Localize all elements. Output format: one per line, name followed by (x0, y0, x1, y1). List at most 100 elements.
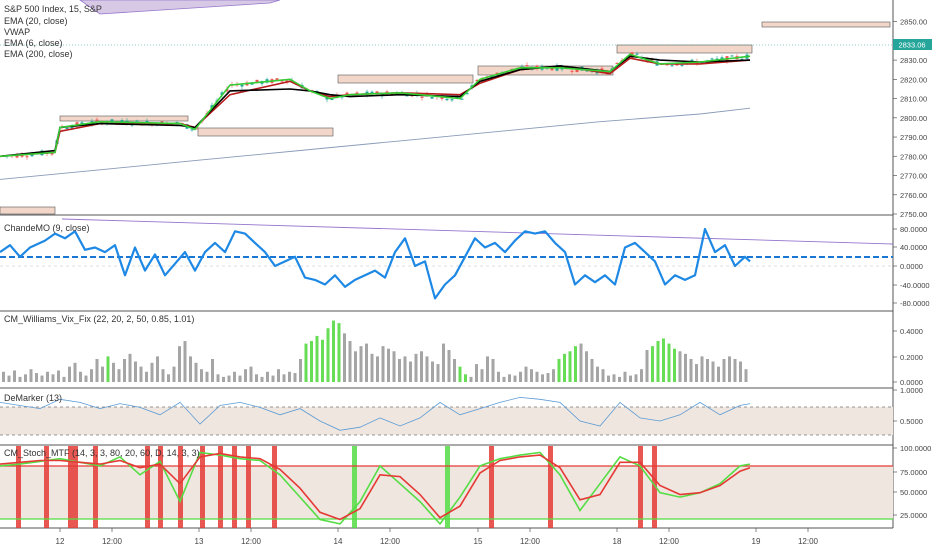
stoch-overbought-bar (16, 446, 21, 528)
time-tick-label: 12:00 (241, 537, 262, 546)
stoch-pane[interactable]: CM_Stoch_MTF (14, 3, 3, 80, 20, 60, D, 1… (0, 444, 931, 528)
vix-bar (387, 348, 390, 382)
vix-bar (7, 375, 11, 382)
chande-axis-tick-label: -80.0000 (900, 299, 930, 308)
candle-body (80, 122, 84, 125)
chande-axis-tick-label: 0.0000 (900, 262, 923, 271)
candle-body (50, 153, 54, 155)
stoch-overbought-bar (145, 446, 150, 528)
vix-bar (590, 358, 594, 382)
vix-bar (222, 376, 225, 382)
vix-bar (249, 366, 253, 382)
vix-bar (24, 374, 27, 382)
vix-bar (585, 351, 588, 382)
indicator-ema6: EMA (6, close) (4, 38, 63, 48)
vix-bar (469, 376, 473, 382)
vix-bar (266, 371, 269, 382)
vix-bar (205, 371, 209, 382)
stoch-overbought-bar (44, 446, 49, 528)
candle-body (575, 68, 579, 72)
stoch-label: CM_Stoch_MTF (14, 3, 3, 80, 20, 60, D, 1… (4, 448, 200, 458)
vix-bar (343, 333, 346, 382)
ema200-line (0, 107, 751, 180)
vix-bar (95, 358, 99, 382)
vix-bar (414, 353, 418, 382)
vix-bar (453, 358, 456, 382)
vix-bar (172, 366, 176, 382)
vix-bar (398, 358, 401, 382)
candle-body (225, 89, 229, 92)
vix-axis-tick-label: 0.4000 (900, 327, 923, 336)
vix-bar (684, 353, 687, 382)
candle-body (145, 120, 149, 123)
demarker-label: DeMarker (13) (4, 393, 62, 403)
time-tick-label: 13 (195, 537, 204, 546)
price-axis-tick-label: 2770.00 (900, 172, 927, 181)
chande-pane[interactable]: ChandeMO (9, close) 80.0000 40.0000 0.0000… (0, 218, 930, 308)
price-axis-tick-label: 2820.00 (900, 75, 927, 84)
vix-pane[interactable]: CM_Williams_Vix_Fix (22, 20, 2, 50, 0.85… (2, 314, 923, 387)
vix-bar (695, 364, 698, 382)
support-resistance-boxes (0, 21, 891, 215)
vix-bar (519, 371, 522, 382)
vix-bar (62, 376, 66, 382)
vix-bar (563, 353, 566, 382)
vix-bar (18, 376, 22, 382)
vix-bar (530, 369, 533, 382)
time-tick-label: 12:00 (520, 537, 541, 546)
vix-bar (304, 343, 308, 382)
candle-body (680, 64, 684, 66)
stoch-axis[interactable]: 100.0000 75.0000 50.0000 25.0000 (893, 444, 931, 520)
stoch-oversold-bar (352, 446, 357, 528)
vix-bar (51, 374, 55, 382)
vix-bar (673, 348, 676, 382)
demarker-pane[interactable]: DeMarker (13) 1.0000 0.5000 (0, 386, 923, 436)
vix-bar (491, 358, 495, 382)
vix-axis[interactable]: 0.4000 0.2000 0.0000 (893, 327, 923, 387)
candle-body (670, 65, 674, 67)
time-tick-label: 12:00 (798, 537, 819, 546)
chande-series-line (0, 227, 751, 300)
vix-bar (607, 375, 610, 382)
vix-bar (579, 343, 583, 382)
vix-bar (442, 343, 445, 382)
vix-bar (189, 356, 192, 382)
candle-body (450, 99, 454, 101)
candle-body (25, 156, 29, 158)
time-axis[interactable]: 12 12:00 13 12:00 14 12:00 15 12:00 18 12:00 19 12:… (56, 528, 819, 546)
price-pane[interactable]: 2850.002840.002830.002820.002810.002800.… (0, 0, 932, 219)
time-tick-label: 19 (752, 537, 761, 546)
demarker-axis[interactable]: 1.0000 0.5000 (893, 386, 923, 426)
stoch-overbought-bar (246, 446, 251, 528)
candle-body (460, 98, 464, 100)
vix-bar (200, 369, 203, 382)
current-price-tag: 2833.06 (893, 39, 932, 50)
vix-bar (711, 361, 715, 382)
indicator-ema200: EMA (200, close) (4, 49, 73, 59)
vix-bar (700, 356, 704, 382)
vix-bar (678, 351, 682, 382)
candle-body (535, 65, 539, 69)
vix-bar (145, 371, 148, 382)
candle-body (70, 126, 74, 129)
vix-bar (733, 358, 737, 382)
price-zone-box (761, 21, 891, 28)
chande-axis[interactable]: 80.0000 40.0000 0.0000 -40.0000 -80.0000 (893, 225, 930, 308)
chande-axis-tick-label: 40.0000 (900, 243, 927, 252)
vix-bar (744, 369, 748, 382)
vix-bar (128, 353, 132, 382)
vix-bar (211, 358, 214, 382)
vix-bar (57, 370, 60, 382)
stoch-axis-tick-label: 50.0000 (900, 488, 927, 497)
vix-bar (139, 366, 143, 382)
vix-bar (640, 369, 643, 382)
vix-bar (183, 341, 187, 382)
demarker-axis-tick-label: 0.5000 (900, 417, 923, 426)
candle-body (505, 72, 509, 74)
price-zone-box (197, 127, 334, 137)
vix-bar (667, 343, 671, 382)
vix-axis-tick-label: 0.2000 (900, 353, 923, 362)
vix-bar (596, 366, 599, 382)
current-price-label: 2833.06 (898, 41, 925, 50)
